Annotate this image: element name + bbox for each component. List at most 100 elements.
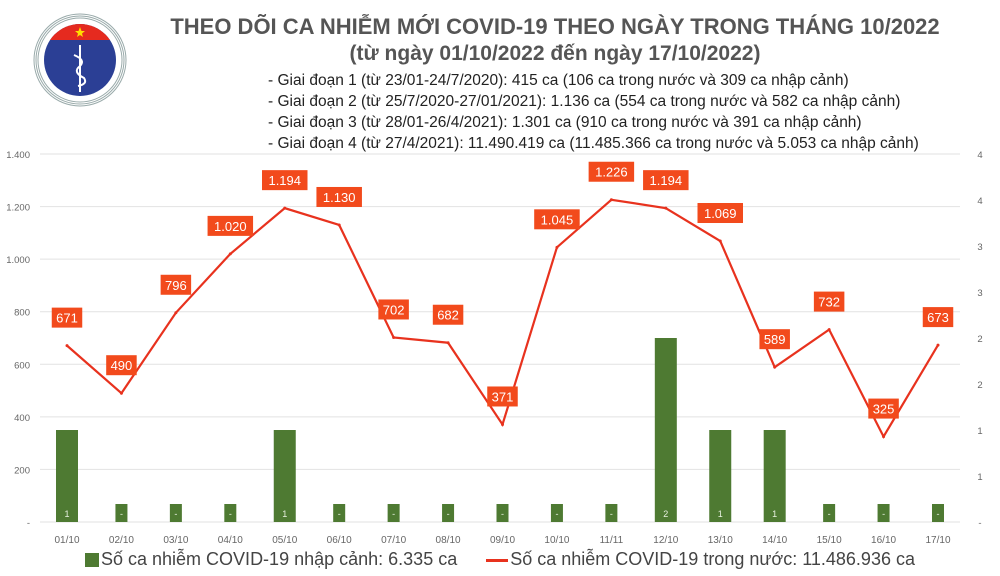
line-data-label: 490 bbox=[111, 358, 133, 373]
line-data-label-box bbox=[262, 170, 308, 191]
x-tick-label: 15/10 bbox=[817, 535, 842, 546]
line-data-label: 671 bbox=[56, 311, 78, 326]
line-point bbox=[392, 335, 396, 339]
line-data-label: 732 bbox=[818, 295, 840, 310]
bar bbox=[763, 430, 786, 522]
line-data-label: 702 bbox=[383, 302, 405, 317]
line-data-label-box bbox=[106, 355, 137, 376]
x-tick-label: 09/10 bbox=[490, 535, 515, 546]
line-point bbox=[501, 422, 504, 426]
bar bbox=[823, 504, 836, 522]
y-left-tick-label: - bbox=[27, 518, 30, 529]
bar bbox=[169, 504, 182, 522]
bar-data-label: 1 bbox=[718, 509, 723, 519]
line-data-label-box bbox=[432, 304, 464, 325]
line-data-label: 682 bbox=[437, 308, 459, 323]
bar-data-label: - bbox=[392, 509, 395, 519]
y-right-tick-label: 1 bbox=[977, 426, 982, 437]
legend-line-swatch bbox=[486, 558, 509, 562]
legend-line-label: Số ca nhiễm COVID-19 trong nước: 11.486.… bbox=[510, 549, 915, 569]
y-left-tick-label: 400 bbox=[14, 413, 30, 424]
line-point bbox=[773, 365, 777, 369]
line-data-label-box bbox=[487, 386, 518, 407]
x-tick-label: 11/11 bbox=[600, 535, 624, 546]
y-left-tick-label: 1.400 bbox=[6, 150, 30, 161]
y-right-tick-label: 3 bbox=[977, 242, 982, 253]
line-point bbox=[664, 206, 668, 210]
bar bbox=[115, 504, 128, 522]
bar-data-label: - bbox=[174, 509, 177, 519]
x-tick-label: 14/10 bbox=[762, 535, 787, 546]
line-point bbox=[609, 198, 613, 202]
bar-data-label: - bbox=[828, 509, 831, 519]
bar bbox=[605, 504, 618, 522]
line-point bbox=[337, 223, 341, 227]
legend-bar-swatch bbox=[85, 553, 99, 568]
y-right-tick-label: - bbox=[978, 518, 981, 529]
line-data-label: 1.045 bbox=[541, 212, 574, 227]
line-data-label: 1.130 bbox=[323, 190, 356, 205]
chart-subtitle: (từ ngày 01/10/2022 đến ngày 17/10/2022) bbox=[349, 42, 761, 65]
line-point bbox=[174, 311, 178, 315]
y-right-tick-label: 2 bbox=[977, 334, 982, 345]
x-tick-label: 04/10 bbox=[218, 535, 243, 546]
line-data-label-box bbox=[759, 329, 790, 350]
line-data-label: 1.194 bbox=[268, 173, 301, 188]
y-right-tick-label: 4 bbox=[977, 196, 982, 207]
stage-4-text: - Giai đoạn 4 (từ 27/4/2021): 11.490.419… bbox=[268, 135, 919, 152]
y-left-tick-label: 600 bbox=[14, 360, 30, 371]
line-data-label: 673 bbox=[927, 310, 949, 325]
x-tick-label: 03/10 bbox=[163, 535, 188, 546]
bar bbox=[654, 338, 677, 522]
legend: Số ca nhiễm COVID-19 nhập cảnh: 6.335 ca… bbox=[0, 549, 1000, 570]
line-point bbox=[827, 328, 831, 332]
ministry-of-health-logo bbox=[33, 13, 127, 107]
line-data-label-box bbox=[378, 299, 409, 320]
chart-title: THEO DÕI CA NHIỄM MỚI COVID-19 THEO NGÀY… bbox=[170, 14, 940, 39]
line-point bbox=[119, 391, 123, 395]
bar bbox=[387, 504, 400, 522]
line-data-label: 1.069 bbox=[704, 206, 737, 221]
line-data-label-box bbox=[160, 274, 192, 295]
line-point bbox=[882, 435, 886, 439]
bar-data-label: - bbox=[447, 509, 450, 519]
bar bbox=[877, 504, 890, 522]
bar-data-label: 2 bbox=[663, 509, 668, 519]
line-data-label: 325 bbox=[873, 402, 895, 417]
line-series bbox=[66, 198, 939, 439]
bar bbox=[273, 430, 296, 522]
y-left-tick-label: 200 bbox=[14, 465, 30, 476]
legend-bar-label: Số ca nhiễm COVID-19 nhập cảnh: 6.335 ca bbox=[101, 549, 458, 569]
line-data-label: 589 bbox=[764, 332, 786, 347]
x-tick-label: 07/10 bbox=[381, 535, 406, 546]
line-point bbox=[65, 344, 69, 348]
x-tick-label: 01/10 bbox=[54, 535, 79, 546]
line-data-label-box bbox=[588, 161, 635, 182]
bar-data-label: - bbox=[610, 509, 613, 519]
line-data-label: 1.194 bbox=[650, 173, 683, 188]
bar bbox=[550, 504, 563, 522]
line-data-label-box bbox=[813, 291, 845, 312]
x-tick-label: 17/10 bbox=[925, 535, 950, 546]
bar bbox=[224, 504, 237, 522]
line-data-label-box bbox=[643, 170, 689, 191]
line-data-label: 796 bbox=[165, 278, 187, 293]
bar bbox=[333, 504, 346, 522]
stage-1-text: - Giai đoạn 1 (từ 23/01-24/7/2020): 415 … bbox=[268, 72, 849, 89]
line-point bbox=[446, 341, 450, 345]
bar-data-label: - bbox=[555, 509, 558, 519]
line-data-label: 371 bbox=[492, 389, 514, 404]
line-data-label: 1.226 bbox=[595, 165, 628, 180]
bar-data-label: 1 bbox=[64, 509, 69, 519]
line-data-label-box bbox=[51, 307, 83, 328]
y-left-tick-label: 1.000 bbox=[6, 255, 30, 266]
bar-data-label: 1 bbox=[772, 509, 777, 519]
x-tick-label: 06/10 bbox=[327, 535, 352, 546]
bar-data-label: - bbox=[338, 509, 341, 519]
line-data-label-box bbox=[922, 307, 954, 328]
bar bbox=[709, 430, 732, 522]
line-point bbox=[936, 343, 940, 347]
x-tick-label: 02/10 bbox=[109, 535, 134, 546]
bar-data-label: 1 bbox=[282, 509, 287, 519]
x-tick-label: 05/10 bbox=[272, 535, 297, 546]
